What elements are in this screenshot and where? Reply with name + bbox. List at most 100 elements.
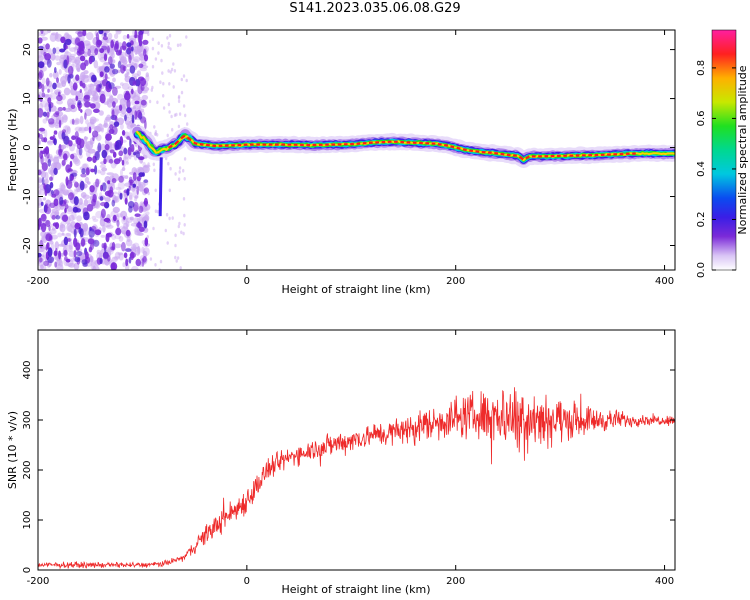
noise-speckle bbox=[176, 256, 180, 260]
noise-speckle bbox=[85, 119, 89, 125]
noise-speckle bbox=[170, 114, 173, 119]
noise-blob bbox=[79, 138, 85, 149]
noise-blob bbox=[136, 185, 139, 195]
colorbar: 0.0 0.2 0.4 0.6 0.8 Normalized spectral ampl… bbox=[696, 29, 749, 278]
noise-blob bbox=[82, 30, 87, 37]
noise-blob bbox=[143, 48, 147, 58]
noise-blob bbox=[85, 251, 89, 260]
noise-blob bbox=[111, 109, 115, 119]
colorbar-gradient bbox=[712, 30, 736, 270]
noise-speckle bbox=[137, 232, 144, 236]
noise-speckle bbox=[56, 61, 62, 66]
ridge-peak bbox=[212, 144, 217, 148]
noise-blob bbox=[134, 79, 141, 87]
noise-speckle bbox=[131, 265, 139, 270]
noise-blob bbox=[88, 126, 92, 134]
noise-speckle bbox=[40, 36, 48, 41]
noise-speckle bbox=[142, 161, 146, 168]
noise-speckle bbox=[47, 140, 54, 144]
noise-blob bbox=[66, 179, 73, 189]
noise-speckle bbox=[142, 250, 148, 258]
noise-blob bbox=[47, 88, 50, 93]
colorbar-ticks: 0.0 0.2 0.4 0.6 0.8 bbox=[696, 60, 736, 278]
noise-speckle bbox=[104, 30, 110, 34]
noise-speckle bbox=[89, 116, 97, 125]
x-tick-label: 200 bbox=[446, 576, 465, 587]
noise-speckle bbox=[142, 165, 150, 174]
noise-speckle bbox=[94, 201, 100, 208]
y-tick-label: 0 bbox=[22, 144, 33, 150]
noise-blob bbox=[107, 254, 111, 262]
noise-blob bbox=[86, 203, 94, 212]
noise-speckle bbox=[129, 192, 133, 200]
noise-blob bbox=[87, 238, 95, 245]
noise-blob bbox=[138, 156, 145, 161]
noise-blob bbox=[61, 214, 69, 222]
noise-speckle bbox=[125, 161, 129, 165]
noise-blob bbox=[43, 260, 50, 266]
noise-speckle bbox=[154, 263, 157, 267]
noise-speckle bbox=[114, 195, 120, 203]
colorbar-tick-label: 0.0 bbox=[696, 262, 707, 278]
noise-blob bbox=[118, 150, 124, 157]
noise-blob bbox=[91, 74, 97, 83]
noise-blob bbox=[53, 198, 59, 207]
noise-blob bbox=[128, 256, 132, 264]
noise-speckle bbox=[164, 228, 167, 233]
noise-speckle bbox=[43, 179, 49, 184]
noise-blob bbox=[75, 74, 80, 81]
noise-speckle bbox=[122, 262, 126, 268]
noise-speckle bbox=[156, 100, 159, 105]
noise-speckle bbox=[154, 209, 158, 213]
noise-blob bbox=[105, 233, 110, 243]
noise-blob bbox=[81, 168, 86, 175]
noise-speckle bbox=[68, 262, 76, 268]
noise-speckle bbox=[156, 209, 160, 214]
noise-blob bbox=[80, 173, 87, 178]
noise-speckle bbox=[44, 129, 48, 139]
noise-speckle bbox=[141, 213, 149, 222]
noise-speckle bbox=[170, 67, 174, 72]
noise-speckle bbox=[165, 212, 169, 217]
noise-speckle bbox=[119, 53, 125, 61]
noise-blob bbox=[38, 169, 42, 176]
noise-blob bbox=[59, 48, 66, 53]
noise-speckle bbox=[117, 181, 125, 190]
noise-blob bbox=[58, 250, 62, 260]
noise-blob bbox=[64, 204, 69, 210]
noise-blob bbox=[57, 107, 63, 112]
noise-blob bbox=[41, 92, 46, 98]
noise-blob bbox=[101, 149, 108, 159]
noise-speckle bbox=[74, 56, 81, 65]
noise-speckle bbox=[121, 216, 128, 225]
noise-speckle bbox=[115, 30, 122, 35]
noise-blob bbox=[65, 38, 72, 46]
noise-speckle bbox=[66, 207, 74, 215]
noise-blob bbox=[103, 158, 107, 165]
noise-blob bbox=[46, 59, 52, 68]
noise-speckle bbox=[92, 218, 99, 222]
ridge-peak bbox=[462, 148, 467, 152]
y-tick-label: 200 bbox=[22, 460, 33, 479]
noise-blob bbox=[90, 168, 95, 173]
noise-blob bbox=[67, 238, 71, 242]
noise-speckle bbox=[166, 133, 169, 138]
noise-blob bbox=[107, 189, 114, 198]
noise-blob bbox=[77, 100, 82, 106]
noise-blob bbox=[49, 181, 54, 189]
snr-xlabel: Height of straight line (km) bbox=[281, 583, 430, 596]
noise-blob bbox=[68, 192, 74, 201]
noise-blob bbox=[118, 49, 122, 56]
noise-speckle bbox=[103, 118, 108, 127]
noise-blob bbox=[82, 82, 86, 89]
noise-speckle bbox=[44, 178, 49, 185]
noise-speckle bbox=[131, 243, 137, 251]
noise-blob bbox=[101, 243, 105, 249]
noise-speckle bbox=[60, 144, 67, 149]
noise-blob bbox=[123, 65, 127, 72]
noise-speckle bbox=[82, 194, 90, 200]
noise-speckle bbox=[120, 168, 123, 177]
noise-blob bbox=[127, 146, 132, 156]
noise-blob bbox=[138, 172, 144, 178]
noise-speckle bbox=[78, 127, 86, 134]
